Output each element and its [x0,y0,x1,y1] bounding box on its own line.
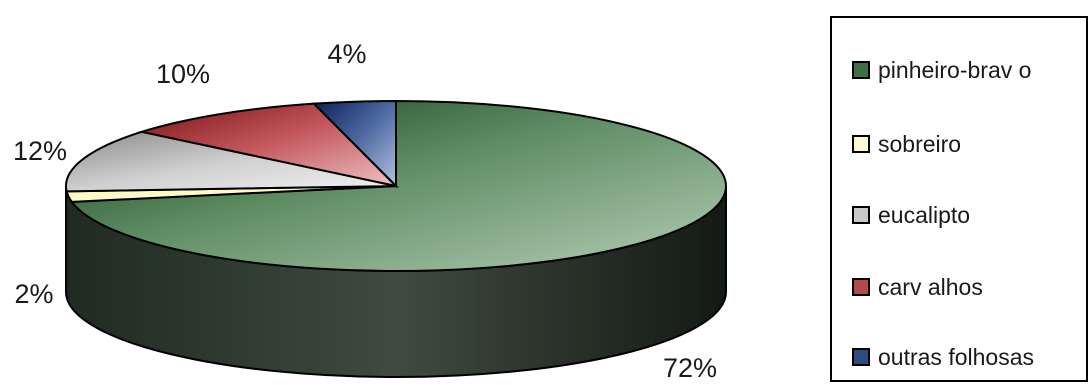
pie-slice-eucalipto [65,130,397,193]
legend-swatch-outras-folhosas [852,348,870,366]
legend-item-outras-folhosas: outras folhosas [852,342,1034,372]
legend-item-sobreiro: sobreiro [852,129,961,159]
legend-item-eucalipto: eucalipto [852,200,970,230]
pie-slice-pinheiro-bravo [69,99,727,272]
legend-label: carv alhos [878,273,983,300]
legend-swatch-carvalhos [852,278,870,296]
legend-label: outras folhosas [878,343,1034,370]
data-label-sobreiro: 2% [14,279,53,309]
legend-item-carvalhos: carv alhos [852,272,983,302]
legend-label: eucalipto [878,201,971,228]
legend-swatch-pinheiro-bravo [852,61,870,79]
data-label-carvalhos: 10% [156,59,210,89]
pie-slice-carvalhos [137,102,400,188]
legend-swatch-eucalipto [852,206,870,224]
pie-slice-outras-folhosas [311,99,397,189]
data-label-eucalipto: 12% [13,136,67,166]
legend-swatch-sobreiro [852,135,870,153]
data-label-outras-folhosas: 4% [327,39,366,69]
pie-label-layer: 72% 2% 12% 10% 4% [13,39,717,383]
legend-label: sobreiro [878,130,962,157]
pie-chart: 72% 2% 12% 10% 4% [13,39,727,383]
legend: pinheiro-brav o sobreiro eucalipto carv … [830,16,1088,382]
legend-item-pinheiro-bravo: pinheiro-brav o [852,55,1031,85]
data-label-pinheiro-bravo: 72% [663,353,717,383]
pie-top-layer [65,99,727,272]
legend-label: pinheiro-brav o [878,56,1032,83]
